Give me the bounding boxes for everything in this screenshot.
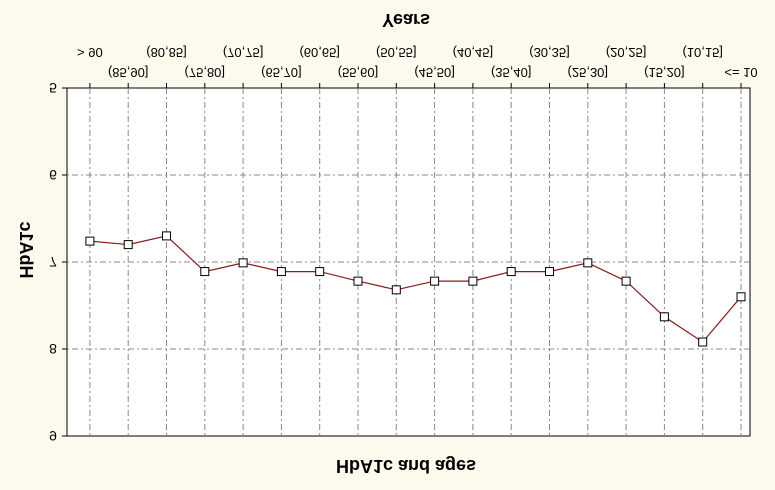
x-tick-label: (45,50]	[414, 65, 454, 80]
data-point	[85, 236, 95, 246]
chart-title: HbA1c and ages	[336, 456, 476, 476]
x-tick-label: (15,20]	[644, 65, 684, 80]
y-tick-label: 7	[49, 254, 57, 270]
y-tick-label: 8	[49, 341, 57, 357]
x-tick-label: (40,45]	[453, 45, 493, 60]
data-point	[315, 267, 325, 277]
data-point	[353, 276, 363, 286]
data-point	[200, 267, 210, 277]
grid-lines	[67, 88, 750, 436]
y-tick-label: 9	[49, 428, 57, 444]
x-axis-ticks: <= 10(10,15] (15,20] (20,25] (25,30] (30,35]…	[77, 45, 758, 88]
x-tick-label: (60,65]	[299, 45, 339, 60]
series-line	[89, 235, 742, 343]
x-tick-label: > 90	[77, 45, 103, 60]
x-tick-label: (85,90]	[108, 65, 148, 80]
data-point	[545, 267, 554, 277]
x-tick-label: (55,60]	[338, 65, 378, 80]
data-point	[430, 276, 440, 286]
x-tick-label: (80,85]	[146, 45, 186, 60]
data-point	[391, 285, 401, 295]
x-tick-label: (25,30]	[568, 65, 608, 80]
data-point	[238, 258, 248, 268]
x-tick-label: (10,15]	[682, 45, 722, 60]
x-tick-label: (35,40]	[491, 65, 531, 80]
data-point	[276, 267, 286, 277]
x-tick-label: (30,35]	[529, 45, 569, 60]
data-point	[583, 258, 593, 268]
x-tick-label: (75,80]	[185, 65, 225, 80]
data-point	[506, 267, 516, 277]
x-tick-label: (20,25]	[606, 45, 646, 60]
x-tick-label: (50,55]	[376, 45, 416, 60]
y-tick-label: 5	[49, 80, 57, 96]
x-tick-label: (65,70]	[261, 65, 301, 80]
y-axis-ticks: 5 6 7 8 9	[49, 80, 67, 444]
data-series	[85, 231, 746, 347]
data-point	[698, 337, 708, 347]
data-point	[468, 276, 478, 286]
data-point	[162, 231, 171, 241]
y-tick-label: 6	[49, 167, 57, 183]
data-point	[621, 276, 631, 286]
data-point	[659, 312, 669, 322]
y-axis-title: HbA1c	[16, 221, 36, 278]
x-axis-title: Years	[382, 10, 430, 30]
data-point	[123, 240, 133, 250]
x-tick-label: <= 10	[724, 65, 757, 80]
x-tick-label: (70,75]	[223, 45, 263, 60]
data-point	[736, 292, 746, 302]
